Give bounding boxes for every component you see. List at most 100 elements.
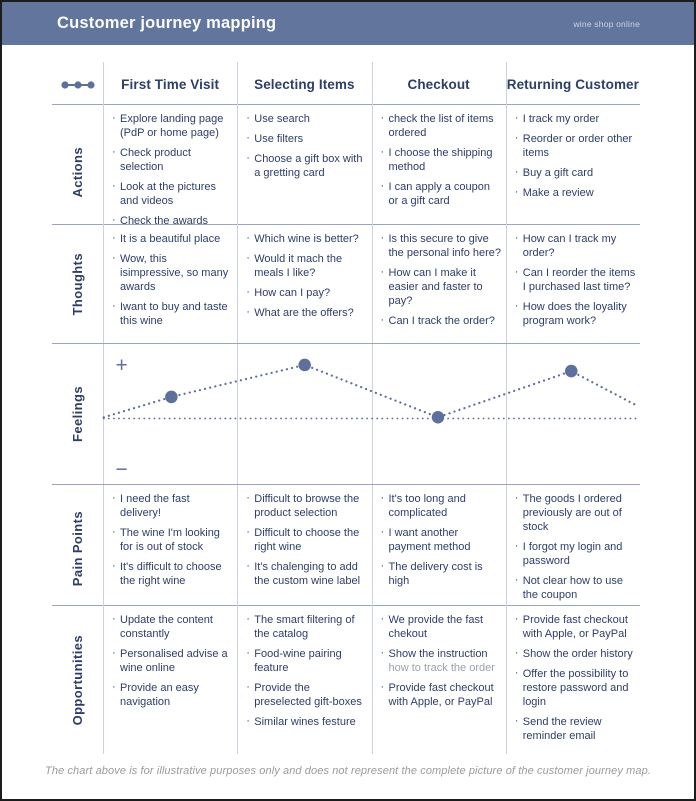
bullet-item: The smart filtering of the catalog	[245, 613, 367, 642]
bullet-item: Not clear how to use the coupon	[514, 574, 636, 603]
bullet-list: I track my order Reorder or order other i…	[506, 105, 640, 211]
bullet-item: How can I make it easier and faster to p…	[380, 266, 502, 309]
journey-cell: I track my order Reorder or order other i…	[505, 105, 640, 239]
row-label-cell: Actions	[52, 105, 103, 239]
bullet-item: Can I track the order?	[380, 314, 502, 329]
bullet-item: What are the offers?	[245, 306, 367, 321]
journey-cell: We provide the fast chekout Show the inst…	[371, 606, 506, 754]
bullet-item: It is a beautiful place	[111, 232, 233, 247]
row-pain-points: Pain Points I need the fast delivery! The …	[52, 485, 640, 613]
row-thoughts: Thoughts It is a beautiful place Wow, this…	[52, 225, 640, 344]
bullet-list: check the list of items ordered I choose …	[372, 105, 506, 219]
column-header-returning-customer: Returning Customer	[505, 45, 640, 105]
column-header-first-time-visit: First Time Visit	[103, 45, 237, 105]
bullet-list: Is this secure to give the personal info…	[372, 225, 506, 339]
bullet-item: Difficult to choose the right wine	[245, 526, 367, 555]
bullet-item: Offer the possibility to restore passwor…	[514, 667, 636, 710]
journey-cell: Explore landing page (PdP or home page) C…	[103, 105, 237, 239]
bullet-item: Which wine is better?	[245, 232, 367, 247]
bullet-item: I track my order	[514, 112, 636, 127]
row-label-cell: Feelings	[52, 344, 103, 484]
bullet-item: Would it mach the meals I like?	[245, 252, 367, 281]
bullet-item: Is this secure to give the personal info…	[380, 232, 502, 261]
journey-cell	[103, 344, 237, 484]
journey-cell: check the list of items ordered I choose …	[371, 105, 506, 239]
row-actions: Actions Explore landing page (PdP or home…	[52, 105, 640, 239]
bullet-item: Provide fast checkout with Apple, or Pay…	[380, 681, 502, 710]
bullet-item: The goods I ordered previously are out o…	[514, 492, 636, 535]
bullet-list: We provide the fast chekout Show the inst…	[372, 606, 506, 720]
row-label: Thoughts	[70, 252, 85, 316]
column-header-label: Returning Customer	[506, 77, 640, 92]
page-title: Customer journey mapping	[57, 14, 277, 32]
bullet-item: The wine I'm looking for is out of stock	[111, 526, 233, 555]
journey-cell: It's too long and complicated I want anot…	[371, 485, 506, 613]
column-header-label: Checkout	[407, 77, 470, 92]
bullet-item: Check product selection	[111, 146, 233, 175]
bullet-item: Can I reorder the items I purchased last…	[514, 266, 636, 295]
journey-cell: How can I track my order? Can I reorder t…	[505, 225, 640, 343]
bullet-item: Use search	[245, 112, 367, 127]
row-label: Opportunities	[70, 634, 85, 726]
bullet-list: Use search Use filters Choose a gift box w…	[237, 105, 371, 191]
column-header-selecting-items: Selecting Items	[237, 45, 371, 105]
bullet-list: The smart filtering of the catalog Food-w…	[237, 606, 371, 740]
bullet-list: How can I track my order? Can I reorder t…	[506, 225, 640, 339]
bullet-item: The delivery cost is high	[380, 560, 502, 589]
bullet-item: Check the awards	[111, 214, 233, 229]
bullet-item: Provide the preselected gift-boxes	[245, 681, 367, 710]
column-header-label: Selecting Items	[254, 77, 355, 92]
journey-path-icon	[60, 80, 95, 89]
journey-cell: Difficult to browse the product selectio…	[237, 485, 371, 613]
top-bar: Customer journey mapping wine shop onlin…	[2, 2, 694, 45]
row-label-cell: Opportunities	[52, 606, 103, 754]
row-label-cell: Thoughts	[52, 225, 103, 343]
bullet-item: Difficult to browse the product selectio…	[245, 492, 367, 521]
bullet-item: How can I pay?	[245, 286, 367, 301]
bullet-item: Buy a gift card	[514, 166, 636, 181]
bullet-item: Look at the pictures and videos	[111, 180, 233, 209]
bullet-item: Iwant to buy and taste this wine	[111, 300, 233, 329]
bullet-item: I forgot my login and password	[514, 540, 636, 569]
disclaimer: The chart above is for illustrative purp…	[45, 765, 651, 777]
journey-cell	[505, 344, 640, 484]
row-opportunities: Opportunities Update the content constant…	[52, 606, 640, 754]
bullet-item: It's difficult to choose the right wine	[111, 560, 233, 589]
bullet-list: Which wine is better? Would it mach the m…	[237, 225, 371, 331]
row-label: Feelings	[70, 386, 85, 442]
bullet-item: Provide fast checkout with Apple, or Pay…	[514, 613, 636, 642]
journey-cell	[237, 344, 371, 484]
journey-cell: Which wine is better? Would it mach the m…	[237, 225, 371, 343]
column-header-label: First Time Visit	[121, 77, 220, 92]
journey-path-icon-cell	[52, 45, 103, 104]
journey-table: First Time Visit Selecting Items Checkou…	[52, 45, 640, 754]
bullet-item: I need the fast delivery!	[111, 492, 233, 521]
bullet-item: Make a review	[514, 186, 636, 201]
journey-cell: The goods I ordered previously are out o…	[505, 485, 640, 613]
bullet-item: Similar wines festure	[245, 715, 367, 730]
bullet-item: Explore landing page (PdP or home page)	[111, 112, 233, 141]
bullet-item: I want another payment method	[380, 526, 502, 555]
row-label: Pain Points	[70, 511, 85, 587]
bullet-item: Personalised advise a wine online	[111, 647, 233, 676]
bullet-item: Wow, this isimpressive, so many awards	[111, 252, 233, 295]
journey-cell: The smart filtering of the catalog Food-w…	[237, 606, 371, 754]
bullet-item: How does the loyality program work?	[514, 300, 636, 329]
journey-cell: Use search Use filters Choose a gift box w…	[237, 105, 371, 239]
bullet-item: It's chalenging to add the custom wine l…	[245, 560, 367, 589]
bullet-item: How can I track my order?	[514, 232, 636, 261]
journey-cell: Is this secure to give the personal info…	[371, 225, 506, 343]
bullet-list: Provide fast checkout with Apple, or Pay…	[506, 606, 640, 754]
bullet-item: Food-wine pairing feature	[245, 647, 367, 676]
bullet-item: I can apply a coupon or a gift card	[380, 180, 502, 209]
bullet-item: Use filters	[245, 132, 367, 147]
bullet-item: It's too long and complicated	[380, 492, 502, 521]
bullet-list: The goods I ordered previously are out o…	[506, 485, 640, 613]
row-label-cell: Pain Points	[52, 485, 103, 613]
bullet-item: Reorder or order other items	[514, 132, 636, 161]
bullet-item: We provide the fast chekout	[380, 613, 502, 642]
bullet-item: Choose a gift box with a gretting card	[245, 152, 367, 181]
bullet-list: It's too long and complicated I want anot…	[372, 485, 506, 599]
